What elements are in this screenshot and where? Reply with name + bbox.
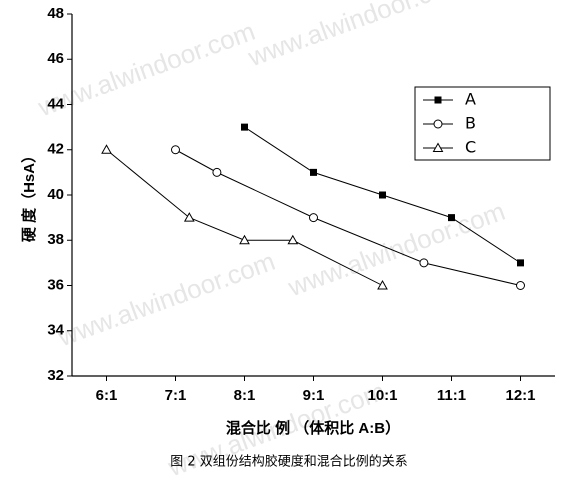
- caption: 图 2 双组份结构胶硬度和混合比例的关系: [170, 454, 408, 470]
- x-tick-label: 9:1: [303, 387, 325, 404]
- x-tick-label: 12:1: [505, 387, 535, 404]
- marker: [310, 168, 317, 176]
- x-tick-label: 7:1: [165, 387, 187, 404]
- y-tick-label: 44: [47, 95, 64, 112]
- marker: [377, 279, 388, 290]
- x-axis-label: 混合比 例 （体积比 A:B）: [226, 419, 400, 437]
- y-tick-label: 34: [47, 322, 64, 339]
- marker: [379, 191, 386, 199]
- marker: [448, 214, 455, 222]
- marker: [309, 213, 318, 223]
- marker: [419, 258, 429, 268]
- watermark: www.alwindoor.com: [53, 246, 279, 353]
- marker: [239, 234, 250, 245]
- y-tick-label: 48: [47, 5, 64, 22]
- legend-label: B: [465, 114, 476, 133]
- y-tick-label: 36: [47, 276, 64, 293]
- marker: [101, 144, 112, 154]
- watermark: www.alwindoor.com: [33, 16, 259, 123]
- legend-label: C: [465, 138, 476, 157]
- y-tick-label: 42: [47, 141, 64, 158]
- x-tick-label: 11:1: [437, 387, 466, 404]
- marker: [432, 142, 444, 152]
- y-tick-label: 38: [47, 231, 64, 248]
- marker: [241, 123, 248, 131]
- x-tick-label: 6:1: [96, 387, 118, 404]
- y-tick-label: 40: [47, 186, 64, 203]
- marker: [434, 96, 442, 104]
- y-tick-label: 32: [47, 367, 64, 384]
- y-tick-label: 46: [47, 50, 64, 67]
- marker: [433, 119, 443, 129]
- x-tick-label: 10:1: [367, 387, 397, 404]
- marker: [516, 281, 525, 290]
- marker: [183, 212, 195, 222]
- legend-label: A: [465, 90, 476, 109]
- marker: [287, 234, 299, 245]
- x-tick-label: 8:1: [234, 387, 256, 404]
- marker: [517, 259, 524, 267]
- y-axis-label: 硬 度（HsA）: [20, 148, 38, 242]
- watermark: www.alwindoor.com: [243, 0, 469, 72]
- marker: [171, 145, 180, 155]
- watermark: www.alwindoor.com: [283, 196, 509, 303]
- marker: [212, 167, 222, 177]
